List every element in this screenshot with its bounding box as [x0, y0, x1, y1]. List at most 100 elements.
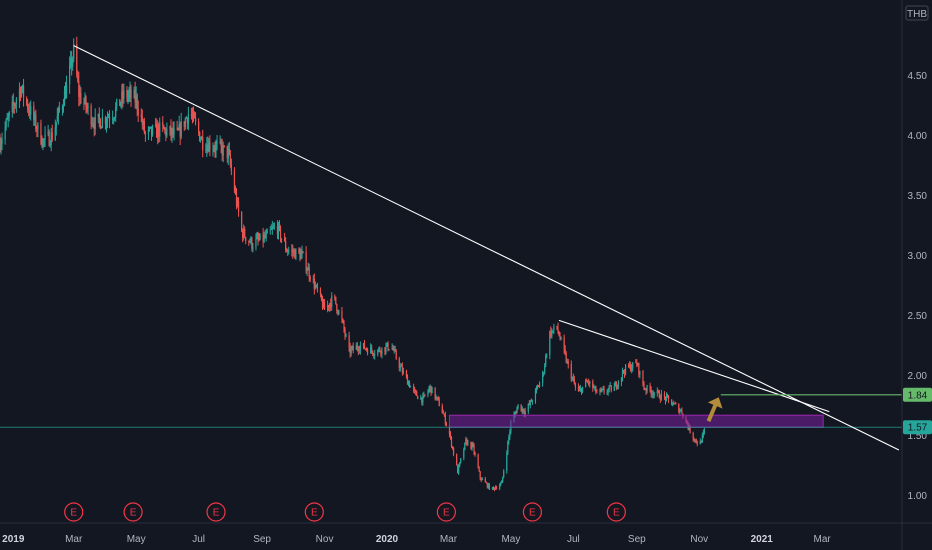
candle-body — [384, 347, 386, 352]
candle-body — [442, 413, 444, 415]
candle-body — [262, 233, 264, 242]
candle-body — [485, 482, 487, 484]
candle-body — [701, 434, 703, 443]
candle-body — [409, 385, 412, 388]
time-axis[interactable]: 2019 Mar May Jul Sep Nov 2020 Mar May Jul Sep Nov 20… — [0, 522, 932, 545]
candle-body — [222, 145, 224, 156]
candle-body — [271, 227, 273, 230]
candle-body — [252, 247, 254, 249]
candle-body — [107, 117, 110, 118]
candle-body — [672, 404, 674, 406]
candle-body — [243, 228, 245, 238]
candle-body — [86, 107, 88, 109]
candle-body — [235, 192, 238, 206]
candle-body — [571, 377, 573, 380]
candle-body — [320, 294, 323, 301]
candle-body — [327, 305, 329, 310]
candle-body — [574, 383, 576, 387]
earnings-marker-icon[interactable] — [436, 502, 456, 522]
candle-body — [36, 129, 38, 131]
candle-body — [209, 141, 211, 150]
candle-body — [507, 441, 509, 454]
price-tick-label: 1.00 — [908, 491, 928, 502]
candle-body — [215, 143, 217, 151]
candle-body — [345, 335, 347, 337]
candle-body — [71, 58, 73, 67]
candle-body — [313, 278, 315, 289]
support-zone-rect[interactable] — [448, 414, 824, 428]
candle-body — [546, 355, 548, 357]
candle-body — [352, 346, 354, 350]
up-arrow-icon[interactable] — [706, 397, 723, 422]
candle-body — [452, 448, 455, 455]
earnings-label: E — [130, 508, 137, 519]
candle-body — [632, 362, 634, 369]
earnings-marker-icon[interactable] — [64, 502, 84, 522]
candle-body — [517, 404, 519, 408]
earnings-label: E — [70, 508, 77, 519]
earnings-marker-icon[interactable] — [206, 502, 226, 522]
earnings-marker-icon[interactable] — [606, 502, 626, 522]
candle-body — [471, 444, 473, 449]
earnings-label: E — [443, 508, 450, 519]
time-tick-label: 2019 — [2, 534, 25, 545]
candle-body — [393, 348, 395, 351]
candle-body — [100, 126, 102, 129]
price-tag-label: 1.84 — [908, 390, 928, 401]
earnings-marker-icon[interactable] — [522, 502, 542, 522]
candle-body — [565, 353, 567, 363]
candle-body — [328, 305, 330, 308]
candle-body — [671, 399, 673, 406]
candle-body — [200, 139, 202, 142]
candle-body — [380, 351, 382, 354]
candle-body — [402, 371, 404, 373]
candle-body — [84, 96, 86, 104]
earnings-label: E — [213, 508, 220, 519]
candle-body — [106, 117, 109, 122]
trendline-2[interactable] — [558, 319, 830, 413]
candle-body — [341, 310, 343, 320]
candle-body — [30, 106, 32, 115]
candle-body — [366, 349, 369, 354]
candle-body — [322, 301, 325, 309]
candle-body — [649, 385, 651, 391]
candle-body — [229, 153, 231, 165]
earnings-marker-icon[interactable] — [304, 502, 324, 522]
candle-body — [123, 89, 125, 99]
candle-body — [392, 347, 394, 351]
candle-body — [427, 391, 429, 396]
candle-body — [515, 413, 517, 414]
candle-body — [560, 337, 562, 340]
candle-body — [7, 116, 9, 120]
candle-body — [214, 148, 216, 151]
candle-body — [696, 442, 698, 445]
candle-body — [13, 105, 15, 107]
candles-layer — [0, 36, 705, 492]
price-tick-label: 3.50 — [908, 191, 928, 202]
candle-body — [170, 126, 172, 135]
candle-body — [279, 226, 282, 240]
candle-body — [488, 484, 490, 490]
candle-body — [58, 108, 60, 111]
price-axis[interactable]: 1.001.502.002.503.003.504.004.505.00 — [901, 0, 928, 550]
candle-body — [381, 347, 383, 354]
candle-body — [105, 121, 108, 124]
candle-body — [62, 105, 65, 107]
candle-body — [608, 385, 610, 390]
candle-body — [416, 391, 418, 397]
earnings-label: E — [311, 508, 318, 519]
candle-body — [12, 101, 14, 106]
trendline-1[interactable] — [73, 45, 900, 451]
candle-body — [434, 387, 436, 399]
candle-body — [689, 425, 691, 433]
time-tick-label: Nov — [316, 534, 334, 545]
candle-body — [622, 370, 625, 373]
candle-body — [534, 389, 537, 402]
candle-body — [350, 348, 352, 354]
earnings-marker-icon[interactable] — [123, 502, 143, 522]
candle-body — [379, 348, 381, 352]
candle-body — [133, 89, 135, 98]
